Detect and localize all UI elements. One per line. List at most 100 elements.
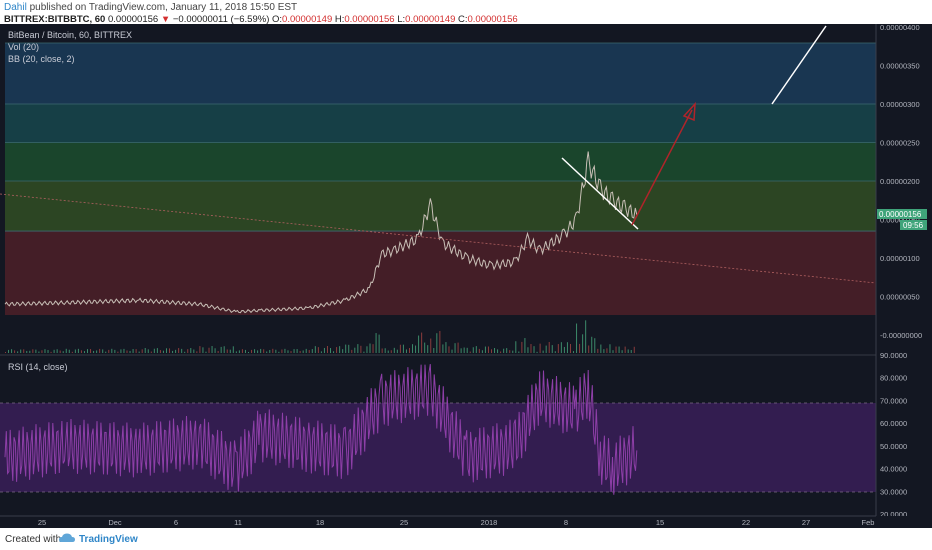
volume-bar [56, 349, 58, 353]
volume-legend[interactable]: Vol (20) [8, 42, 39, 52]
volume-bar [284, 348, 286, 353]
volume-bar [254, 349, 256, 353]
volume-bar [263, 349, 265, 353]
price-change: −0.00000011 (−6.59%) [172, 14, 270, 25]
volume-bar [62, 351, 64, 353]
volume-bar [357, 344, 359, 353]
volume-bar [44, 349, 46, 353]
fib-zones [5, 42, 876, 315]
author-link[interactable]: Dahil [4, 2, 27, 13]
volume-bar [193, 349, 195, 353]
volume-bar [515, 341, 517, 353]
volume-bar [14, 350, 16, 353]
target-arrow-head [682, 101, 696, 122]
time-tick-label: 25 [400, 518, 408, 527]
high-value: 0.00000156 [344, 14, 395, 25]
volume-bar [418, 335, 420, 353]
price-axis[interactable] [876, 24, 932, 516]
volume-bar [87, 349, 89, 353]
volume-bar [211, 346, 213, 353]
volume-bar [424, 342, 426, 353]
volume-bar [126, 350, 128, 353]
volume-bar [336, 347, 338, 353]
volume-bar [582, 334, 584, 353]
volume-bar [536, 351, 538, 353]
volume-bar [53, 349, 55, 353]
volume-bar [369, 343, 371, 353]
time-tick-label: 18 [316, 518, 324, 527]
down-arrow-icon: ▼ [160, 14, 171, 25]
volume-bar [11, 349, 13, 353]
fib-zone [5, 181, 876, 232]
volume-bar [29, 350, 31, 353]
volume-bar [415, 345, 417, 353]
volume-bar [181, 348, 183, 353]
rsi-tick-label: 30.0000 [880, 487, 907, 496]
price-badge-value: 0.00000156 [879, 210, 922, 219]
volume-bar [59, 350, 61, 353]
close-label: C: [458, 14, 468, 25]
volume-bar [430, 338, 432, 353]
wedge-trendline[interactable] [561, 157, 639, 230]
target-arrow-line[interactable] [631, 109, 693, 226]
price-tick-label: 0.00000200 [880, 177, 920, 186]
footer: Created with TradingView [0, 528, 932, 550]
volume-bar [375, 333, 377, 353]
volume-bar [241, 349, 243, 353]
low-value: 0.00000149 [405, 14, 456, 25]
volume-bars [5, 320, 635, 353]
volume-bar [32, 349, 34, 353]
bb-legend[interactable]: BB (20, close, 2) [8, 54, 75, 64]
volume-bar [23, 349, 25, 353]
volume-bar [497, 349, 499, 353]
volume-bar [339, 346, 341, 353]
volume-bar [83, 351, 85, 353]
volume-bar [545, 345, 547, 353]
volume-bar [345, 344, 347, 353]
volume-bar [281, 349, 283, 353]
volume-bar [481, 350, 483, 353]
volume-bar [457, 342, 459, 353]
volume-bar [132, 349, 134, 353]
volume-bar [20, 349, 22, 353]
volume-bar [172, 350, 174, 353]
volume-bar [144, 348, 146, 353]
volume-bar [165, 348, 167, 353]
time-axis[interactable] [0, 516, 932, 528]
volume-bar [399, 344, 401, 353]
volume-bar [117, 351, 119, 353]
volume-bar [442, 344, 444, 353]
volume-bar [576, 323, 578, 353]
volume-bar [138, 351, 140, 353]
volume-bar [539, 343, 541, 353]
volume-bar [184, 351, 186, 353]
volume-bar [527, 347, 529, 353]
volume-bar [557, 344, 559, 353]
volume-bar [111, 348, 113, 353]
volume-bar [330, 348, 332, 353]
rsi-axis-labels: 90.0000 80.0000 70.0000 60.0000 50.0000 40.00… [880, 351, 907, 519]
fib-zone [5, 231, 876, 315]
open-label: O: [272, 14, 283, 25]
tradingview-brand[interactable]: TradingView [79, 534, 138, 545]
fib-zone [5, 43, 876, 104]
volume-bar [372, 344, 374, 353]
volume-bar [427, 345, 429, 353]
volume-bar [26, 350, 28, 353]
rsi-legend[interactable]: RSI (14, close) [8, 362, 68, 372]
volume-bar [460, 348, 462, 353]
price-tick-label: 0.00000350 [880, 62, 920, 71]
chart-canvas[interactable]: 0.00000400 0.00000350 0.00000300 0.00000250… [0, 24, 932, 528]
volume-bar [396, 349, 398, 353]
volume-bar [147, 349, 149, 353]
volume-bar [223, 346, 225, 353]
volume-bar [178, 348, 180, 353]
price-tick-label: 0.00000400 [880, 24, 920, 32]
volume-bar [533, 346, 535, 353]
rsi-tick-label: 70.0000 [880, 396, 907, 405]
time-tick-label: 22 [742, 518, 750, 527]
volume-bar [484, 346, 486, 353]
volume-bar [105, 351, 107, 353]
long-white-trendline[interactable] [771, 25, 827, 105]
volume-bar [41, 350, 43, 353]
